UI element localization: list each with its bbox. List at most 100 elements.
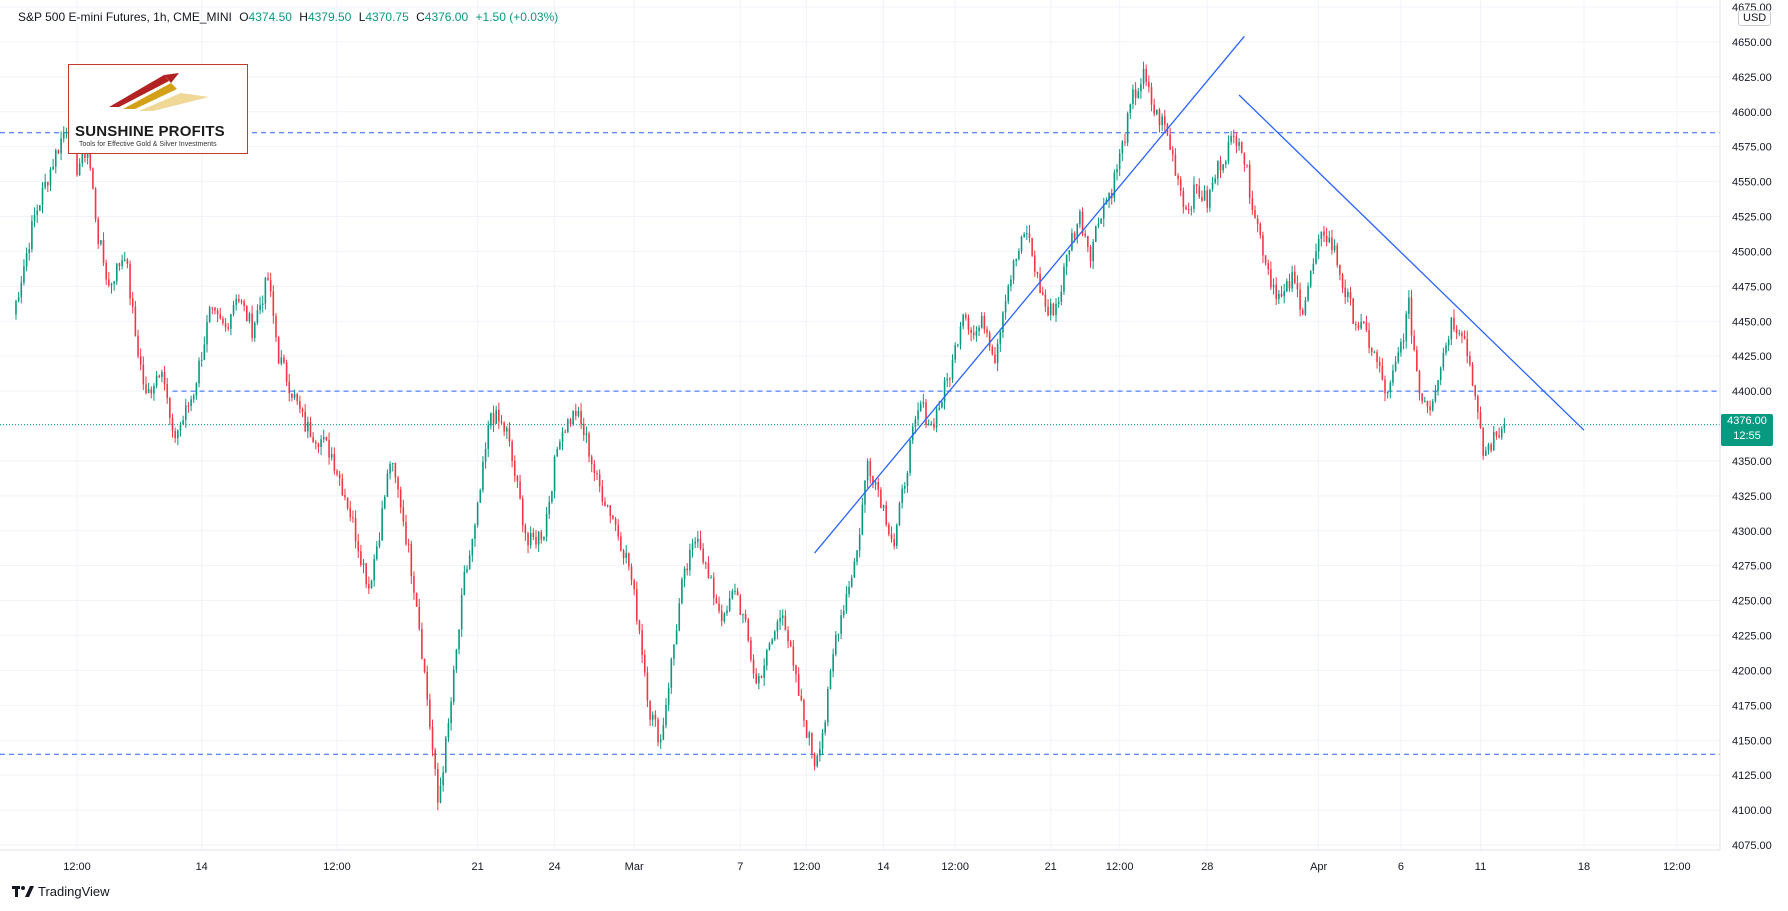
candle-body xyxy=(20,282,23,298)
candle-body xyxy=(795,665,797,675)
candle-body xyxy=(511,441,513,461)
candle-body xyxy=(161,371,163,377)
price-tick-label: 4350.00 xyxy=(1732,456,1772,468)
time-axis[interactable]: 12:00 14 12:00 21 24 Mar 7 12:00 14 12:00 21 12:00 2… xyxy=(63,861,1690,873)
candle-body xyxy=(269,280,272,292)
candle-body xyxy=(697,538,699,542)
candle-body xyxy=(1018,251,1020,260)
candle-body xyxy=(837,633,840,635)
candle-body xyxy=(365,563,367,585)
candle-body xyxy=(28,249,31,254)
candle-body xyxy=(484,448,487,462)
candle-body xyxy=(1397,352,1400,362)
candle-body xyxy=(487,425,490,449)
candle-body xyxy=(622,550,625,558)
candle-body xyxy=(389,464,391,474)
candle-body xyxy=(1304,300,1307,315)
candle-body xyxy=(519,481,521,499)
time-tick-label: 21 xyxy=(471,861,483,873)
candle-body xyxy=(842,610,845,616)
candle-body xyxy=(187,405,190,407)
candle-body xyxy=(827,689,829,723)
time-tick-label: 12:00 xyxy=(63,861,91,873)
candle-body xyxy=(896,525,898,547)
candle-body xyxy=(1201,196,1203,201)
symbol-title[interactable]: S&P 500 E-mini Futures, 1h, CME_MINI xyxy=(18,10,232,24)
candle-body xyxy=(1063,266,1065,292)
candle-body xyxy=(535,536,537,545)
candle-body xyxy=(1278,293,1280,300)
candle-body xyxy=(182,420,184,425)
candle-body xyxy=(1315,251,1317,264)
candle-body xyxy=(110,283,113,286)
candle-body xyxy=(320,439,322,448)
candle-body xyxy=(1158,109,1161,126)
tradingview-branding[interactable]: TradingView xyxy=(12,884,110,899)
candle-body xyxy=(65,132,68,134)
trendlines xyxy=(814,35,1585,554)
candle-body xyxy=(62,132,65,139)
candle-body xyxy=(100,240,102,244)
candle-body xyxy=(750,640,752,660)
candle-body xyxy=(744,613,747,620)
candle-body xyxy=(819,749,821,756)
candle-body xyxy=(994,354,996,364)
candle-body xyxy=(848,586,850,594)
candle-body xyxy=(959,326,962,345)
time-tick-label: 28 xyxy=(1201,861,1213,873)
candle-body xyxy=(1148,81,1150,88)
candle-body xyxy=(808,732,811,738)
candle-body xyxy=(906,472,909,487)
currency-label[interactable]: USD xyxy=(1738,10,1772,26)
candle-body xyxy=(935,409,938,428)
candle-body xyxy=(1392,370,1394,383)
candle-body xyxy=(1134,89,1137,98)
candle-body xyxy=(1065,254,1068,267)
candle-body xyxy=(1185,207,1187,210)
candle-body xyxy=(1267,263,1270,270)
candle-body xyxy=(1010,279,1012,287)
candle-body xyxy=(649,700,651,720)
candle-body xyxy=(1272,284,1275,288)
price-axis[interactable]: 4675.004650.004625.004600.004575.004550.… xyxy=(1732,2,1772,852)
candle-body xyxy=(596,473,598,475)
candle-body xyxy=(1004,301,1007,313)
candle-body xyxy=(702,548,704,563)
candle-body xyxy=(482,461,484,491)
candle-body xyxy=(1309,270,1312,287)
price-tick-label: 4150.00 xyxy=(1732,735,1772,747)
candle-body xyxy=(431,726,434,750)
candle-body xyxy=(163,371,166,385)
candle-body xyxy=(1240,142,1243,153)
candle-body xyxy=(169,398,171,418)
candle-body xyxy=(638,620,641,631)
candle-body xyxy=(360,551,362,565)
tradingview-logo-icon xyxy=(12,885,34,897)
candle-body xyxy=(1405,313,1408,341)
candle-body xyxy=(771,639,773,644)
candle-body xyxy=(240,301,243,303)
tradingview-label: TradingView xyxy=(38,884,110,899)
candle-body xyxy=(452,669,455,702)
candle-body xyxy=(1312,263,1315,271)
candle-body xyxy=(1490,444,1492,451)
candle-body xyxy=(561,431,564,443)
candle-body xyxy=(1033,255,1036,272)
candle-body xyxy=(1256,218,1259,224)
candle-body xyxy=(1209,189,1211,208)
candle-body xyxy=(1453,317,1455,330)
candle-body xyxy=(1251,198,1254,211)
price-tick-label: 4250.00 xyxy=(1732,596,1772,608)
candle-body xyxy=(405,521,407,544)
candle-body xyxy=(577,411,580,416)
candle-body xyxy=(17,297,20,301)
candle-body xyxy=(1211,182,1214,190)
candle-body xyxy=(869,461,872,476)
candle-body xyxy=(630,566,633,581)
candle-body xyxy=(636,589,638,621)
candle-body xyxy=(1389,382,1392,393)
candle-body xyxy=(675,630,678,645)
candle-body xyxy=(789,641,792,647)
candle-body xyxy=(299,401,301,409)
